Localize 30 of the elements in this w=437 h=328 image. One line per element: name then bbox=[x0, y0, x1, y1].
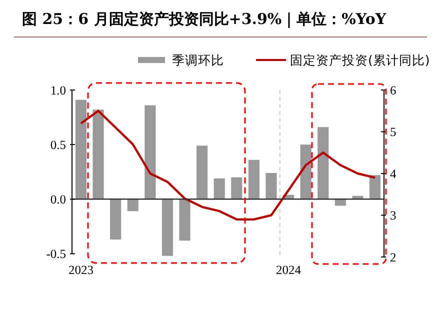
bar bbox=[266, 172, 277, 200]
bar bbox=[196, 146, 208, 200]
x-tick-label: 2024 bbox=[276, 263, 302, 277]
bar bbox=[144, 105, 156, 200]
y-tick-label: -0.5 bbox=[46, 247, 66, 262]
bar bbox=[248, 160, 260, 200]
bar bbox=[110, 199, 122, 240]
y-tick-label: 0.5 bbox=[50, 138, 66, 152]
bar bbox=[231, 177, 242, 200]
x-tick-label: 2023 bbox=[68, 263, 94, 277]
bar bbox=[214, 178, 225, 200]
chart-title: 图 25：6 月固定资产投资同比+3.9%｜单位：%YoY bbox=[22, 10, 386, 29]
bar bbox=[162, 199, 173, 256]
bar bbox=[179, 199, 190, 241]
y2-tick-label: 6 bbox=[390, 83, 396, 98]
legend-label: 季调环比 bbox=[172, 52, 224, 68]
y-tick-label: 0.0 bbox=[50, 192, 66, 207]
bar bbox=[300, 144, 312, 200]
y2-tick-label: 3 bbox=[390, 208, 396, 223]
legend-label: 固定资产投资(累计同比) bbox=[290, 52, 430, 68]
bar bbox=[369, 175, 381, 200]
y2-tick-label: 4 bbox=[390, 166, 397, 181]
bar bbox=[92, 110, 104, 200]
bar bbox=[318, 127, 329, 200]
y2-tick-label: 5 bbox=[390, 125, 396, 140]
line-series bbox=[80, 110, 376, 221]
y-tick-label: 1.0 bbox=[50, 83, 66, 98]
bar bbox=[75, 100, 87, 200]
y2-tick-label: 2 bbox=[390, 250, 396, 264]
bar bbox=[127, 199, 138, 212]
